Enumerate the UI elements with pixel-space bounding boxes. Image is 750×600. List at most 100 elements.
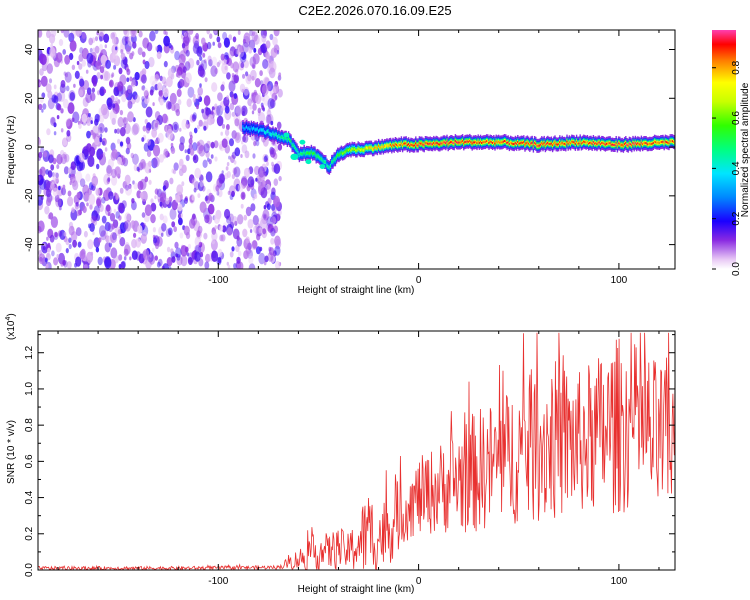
x-tick-label: 0 (416, 576, 422, 587)
noise-blob (126, 46, 131, 55)
noise-blob (217, 92, 223, 102)
signal-cell (453, 142, 455, 145)
noise-blob (221, 123, 226, 129)
noise-blob (68, 168, 72, 174)
snr-y-multiplier-close: ) (6, 313, 17, 316)
noise-blob (38, 174, 44, 186)
noise-blob (226, 215, 232, 224)
noise-blob (94, 36, 99, 42)
signal-cell (443, 141, 446, 144)
figure-title: C2E2.2026.070.16.09.E25 (298, 3, 452, 18)
signal-cell (281, 136, 284, 139)
signal-cell (566, 140, 568, 143)
noise-blob (116, 128, 121, 135)
noise-blob (77, 241, 82, 248)
noise-blob (90, 92, 96, 102)
noise-blob (163, 148, 169, 156)
noise-blob (117, 81, 124, 92)
signal-cell (620, 144, 622, 147)
signal-cell (650, 143, 652, 146)
signal-cell (611, 143, 614, 146)
noise-blob (117, 116, 124, 128)
noise-blob (48, 212, 54, 220)
noise-blob (226, 72, 231, 80)
signal-cell (424, 142, 427, 144)
signal-cell (362, 149, 364, 152)
noise-blob (131, 79, 137, 88)
noise-blob (71, 117, 75, 123)
noise-blob (59, 149, 65, 158)
signal-cell (489, 140, 491, 143)
noise-blob (79, 78, 85, 87)
noise-blob (261, 34, 267, 43)
signal-cell (568, 141, 571, 144)
noise-blob (38, 151, 43, 159)
signal-cell (615, 142, 617, 144)
signal-cell (472, 141, 475, 144)
noise-blob (131, 198, 135, 204)
noise-blob (196, 104, 199, 110)
noise-blob (266, 109, 272, 117)
noise-blob (202, 159, 208, 168)
noise-blob (155, 242, 159, 250)
noise-blob (240, 191, 246, 200)
signal-cell (307, 152, 309, 154)
noise-blob (146, 42, 153, 52)
noise-blob (44, 257, 48, 263)
noise-blob (184, 149, 187, 154)
noise-blob (169, 177, 174, 185)
noise-blob (63, 166, 69, 175)
noise-blob (229, 194, 234, 200)
signal-cell (507, 141, 509, 144)
noise-blob (143, 90, 149, 98)
noise-blob (164, 182, 169, 189)
noise-blob (73, 83, 76, 88)
noise-blob (107, 211, 111, 217)
noise-blob (265, 40, 271, 49)
signal-cell (260, 128, 262, 131)
snr-y-ticks: 0.0 0.2 0.4 0.6 0.8 1.0 1.2 (24, 334, 675, 577)
y-tick-label: 0.4 (24, 490, 35, 504)
noise-blob (102, 152, 106, 157)
signal-cell (334, 158, 337, 161)
noise-blob (105, 235, 110, 243)
noise-blob (210, 239, 218, 251)
signal-cell (459, 141, 461, 144)
noise-blob (41, 108, 44, 113)
noise-blob (156, 51, 162, 60)
noise-blob (251, 62, 256, 69)
noise-blob (88, 193, 96, 206)
signal-cell (299, 152, 302, 155)
noise-blob (96, 198, 102, 207)
signal-cell (365, 146, 368, 149)
noise-blob (234, 147, 241, 157)
noise-blob (146, 138, 151, 146)
noise-blob (136, 166, 140, 172)
noise-blob (196, 59, 200, 66)
noise-blob (231, 74, 238, 85)
noise-blob (265, 158, 269, 163)
noise-blob (210, 65, 218, 77)
signal-cell (578, 142, 580, 145)
noise-blob (240, 62, 245, 69)
noise-blob (54, 194, 60, 203)
noise-blob (261, 213, 268, 225)
signal-cell (295, 147, 297, 150)
noise-blob (112, 103, 116, 109)
spectrogram-x-ticks: -100 0 100 (57, 30, 660, 286)
signal-cell (670, 140, 673, 143)
noise-blob (243, 250, 249, 260)
noise-blob (178, 142, 185, 152)
signal-cell (530, 142, 532, 145)
signal-cell (242, 126, 244, 128)
signal-cell (417, 144, 419, 147)
noise-blob (263, 30, 267, 36)
signal-cell (449, 141, 452, 144)
noise-blob (132, 91, 138, 100)
noise-blob (91, 75, 97, 85)
signal-cell (596, 143, 598, 146)
noise-blob (214, 105, 221, 116)
noise-blob (94, 216, 98, 222)
signal-cell (454, 140, 457, 143)
noise-blob (132, 41, 137, 49)
